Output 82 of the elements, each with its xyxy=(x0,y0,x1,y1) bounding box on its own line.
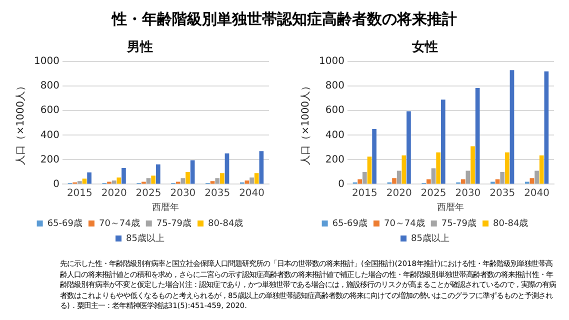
y-tick-label: 1000 xyxy=(34,56,60,68)
bar xyxy=(254,173,260,184)
x-tick-label: 2015 xyxy=(67,188,93,199)
y-tick-label: 600 xyxy=(325,105,344,116)
bar xyxy=(500,172,504,184)
bar xyxy=(401,155,406,184)
y-tick-label: 800 xyxy=(40,80,60,92)
bar xyxy=(190,160,195,184)
bar xyxy=(78,181,82,184)
y-tick-label: 400 xyxy=(40,130,60,141)
legend-label: 65-69歳 xyxy=(332,218,368,229)
bar xyxy=(396,170,402,184)
bar xyxy=(122,168,126,184)
y-tick-label: 200 xyxy=(40,154,60,166)
bar xyxy=(544,71,548,184)
bar xyxy=(436,152,440,184)
bar xyxy=(440,100,446,184)
y-tick-label: 200 xyxy=(325,154,344,166)
y-tick-label: 1000 xyxy=(318,56,344,68)
x-tick-label: 2020 xyxy=(102,188,128,199)
y-tick-label: 0 xyxy=(338,178,344,190)
bar xyxy=(470,146,475,184)
bar xyxy=(186,172,190,184)
x-tick-label: 2020 xyxy=(386,188,412,199)
x-tick-label: 2025 xyxy=(136,188,162,199)
bar xyxy=(362,172,367,184)
x-axis-title: 西暦年 xyxy=(152,202,180,213)
x-tick-label: 2030 xyxy=(454,188,480,199)
bar xyxy=(510,70,514,184)
y-tick-label: 600 xyxy=(40,105,60,116)
bar xyxy=(460,179,466,184)
bar xyxy=(87,172,92,184)
y-axis-title: 人口（×1000人） xyxy=(16,80,27,165)
x-axis-title: 西暦年 xyxy=(436,202,464,213)
bar xyxy=(181,178,186,184)
bar xyxy=(220,173,225,184)
y-axis-title: 人口（×1000人） xyxy=(300,80,312,165)
bar xyxy=(406,111,411,184)
x-tick-label: 2025 xyxy=(420,188,446,199)
bar xyxy=(215,178,220,184)
bar xyxy=(151,176,156,184)
bar xyxy=(539,155,544,184)
bar xyxy=(250,177,254,184)
legend-label: 65-69歳 xyxy=(48,218,83,229)
x-tick-label: 2040 xyxy=(239,188,265,199)
bar xyxy=(367,156,372,184)
x-tick-label: 2035 xyxy=(204,188,230,199)
bar xyxy=(156,164,161,184)
bar xyxy=(466,170,470,184)
legend-label: 75-79歳 xyxy=(156,218,192,229)
legend-label: 70～74歳 xyxy=(384,218,425,229)
legend-label: 80-84歳 xyxy=(208,218,244,229)
x-tick-label: 2030 xyxy=(170,188,196,199)
bar xyxy=(225,153,230,184)
x-tick-label: 2040 xyxy=(524,188,550,199)
bar xyxy=(112,180,117,184)
bar xyxy=(372,129,376,184)
bar xyxy=(475,88,480,184)
legend-label: 85歳以上 xyxy=(126,232,165,244)
bar xyxy=(116,177,122,184)
legend-label: 75-79歳 xyxy=(441,218,476,229)
legend-label: 70～74歳 xyxy=(99,218,140,229)
bar xyxy=(534,170,539,184)
bar xyxy=(392,178,396,184)
y-tick-label: 0 xyxy=(53,178,60,190)
bar xyxy=(530,178,534,184)
bar xyxy=(260,151,264,184)
legend-label: 80-84歳 xyxy=(492,218,528,229)
bar xyxy=(426,179,431,184)
bar xyxy=(82,178,87,184)
x-tick-label: 2035 xyxy=(489,188,515,199)
chart-title: 女性 xyxy=(410,40,438,56)
bar xyxy=(146,178,151,184)
bar xyxy=(504,152,510,184)
y-tick-label: 400 xyxy=(325,130,344,141)
legend-label: 85歳以上 xyxy=(410,232,450,244)
chart-title: 男性 xyxy=(126,40,154,56)
x-tick-label: 2015 xyxy=(352,188,378,199)
text: 性・年齢階級別単独世帯認知症高齢者数の将来推計 xyxy=(110,9,458,30)
bar xyxy=(431,168,436,184)
y-tick-label: 800 xyxy=(325,80,344,92)
bar xyxy=(357,179,362,184)
